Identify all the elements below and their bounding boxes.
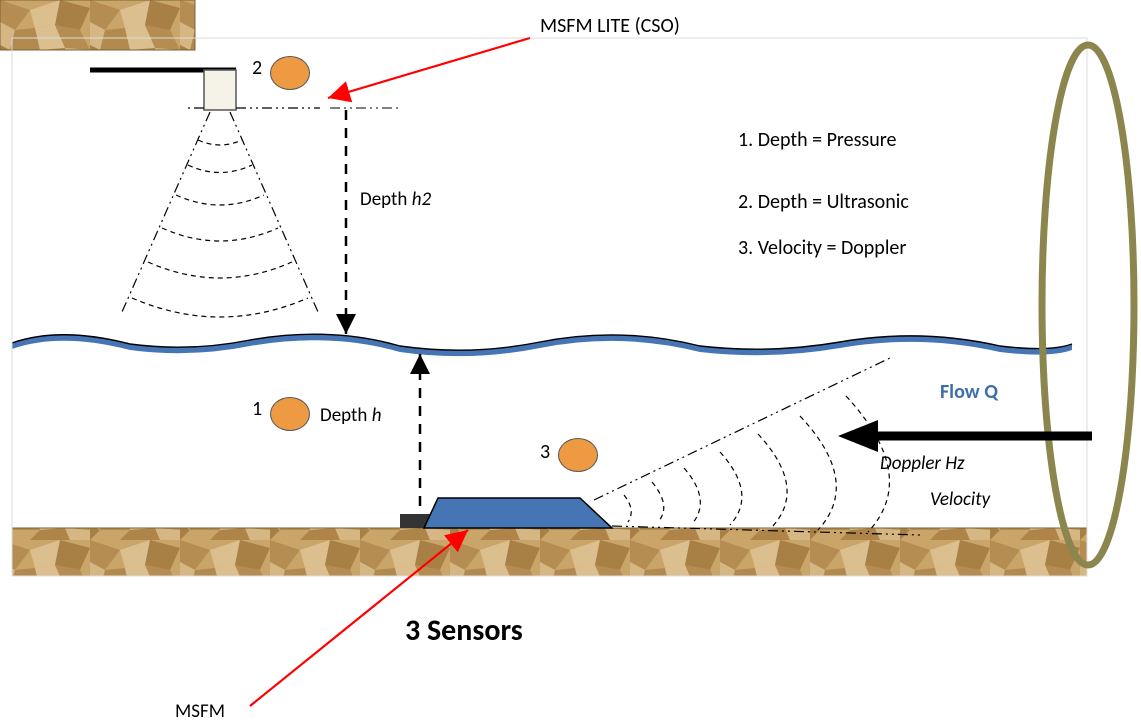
rock-bottom: [12, 528, 1087, 576]
marker-3-num: 3: [540, 440, 550, 464]
depth-h-label: Depth h: [320, 404, 381, 427]
title-top: MSFM LITE (CSO): [540, 14, 680, 38]
ultrasonic-cone: [122, 108, 320, 317]
flow-arrow: [838, 420, 1092, 452]
frame: [12, 38, 1087, 576]
marker-1-num: 1: [252, 397, 262, 421]
water-surface: [12, 334, 1072, 356]
title-bottom-small: MSFM: [175, 700, 225, 723]
legend-2: 2. Depth = Ultrasonic: [738, 190, 909, 214]
diagram-svg: [0, 0, 1141, 726]
doppler-label-1: Doppler Hz: [880, 452, 965, 475]
pipe-ring: [1042, 45, 1134, 565]
legend-3: 3. Velocity = Doppler: [738, 236, 906, 260]
marker-3: [558, 438, 598, 472]
rock-top: [0, 0, 195, 50]
title-bottom-big: 3 Sensors: [405, 612, 523, 649]
legend-1: 1. Depth = Pressure: [738, 128, 896, 152]
arrow-msfm-lite: [328, 38, 530, 98]
doppler-label-2: Velocity: [930, 488, 990, 511]
ultrasonic-sensor: [204, 70, 236, 110]
marker-1: [270, 397, 310, 431]
msfm-sensor: [400, 498, 612, 528]
marker-2-num: 2: [252, 56, 262, 80]
marker-2: [270, 56, 310, 90]
flow-label: Flow Q: [940, 380, 998, 404]
depth-h2-label: Depth h2: [360, 188, 431, 211]
